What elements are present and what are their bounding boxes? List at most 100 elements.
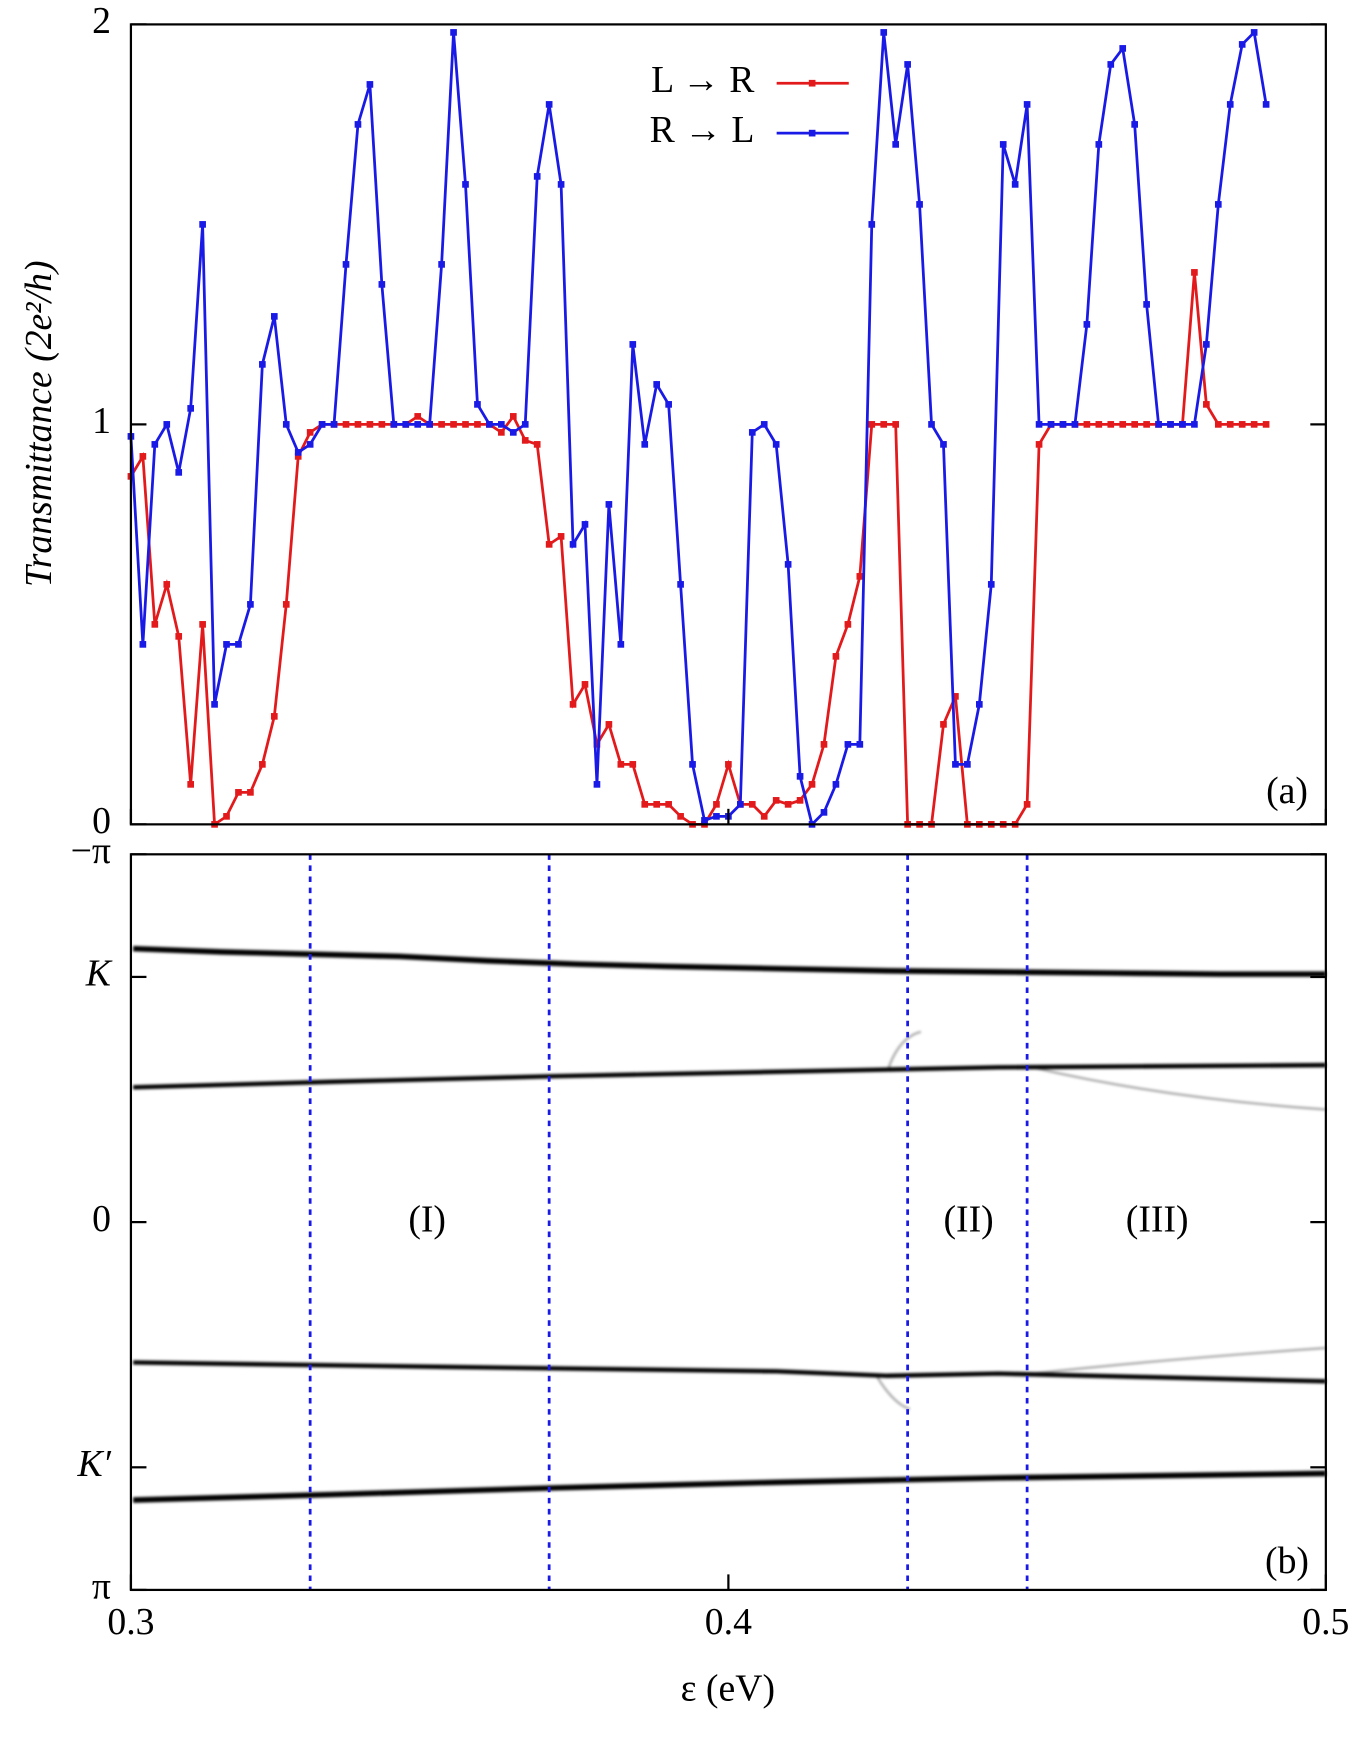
panel-b: −π K 0 K′ π0.3 0.4 0.5 (I) (II) (III) [71, 808, 1349, 1643]
marker [1155, 421, 1162, 428]
region-label: (I) [408, 1198, 446, 1240]
marker [713, 813, 720, 820]
marker [677, 581, 684, 588]
marker [952, 693, 959, 700]
marker [844, 741, 852, 748]
marker [187, 405, 194, 412]
marker [498, 429, 505, 436]
marker [677, 813, 684, 820]
marker [1095, 141, 1103, 148]
marker [294, 453, 302, 460]
marker [533, 173, 541, 180]
marker [306, 429, 314, 436]
marker [366, 421, 374, 428]
series-line [129, 272, 1267, 827]
marker [892, 421, 900, 428]
y-tick-label: 2 [92, 0, 111, 42]
marker [581, 521, 589, 528]
marker [426, 421, 433, 428]
marker [617, 641, 625, 648]
marker [856, 741, 864, 748]
marker [1143, 301, 1150, 308]
marker [1226, 421, 1234, 428]
marker [832, 781, 840, 788]
marker [725, 761, 732, 768]
marker [581, 681, 589, 688]
marker [163, 421, 171, 428]
marker [880, 29, 888, 36]
marker [1167, 421, 1174, 428]
marker [438, 261, 445, 268]
marker [462, 421, 469, 428]
marker [1250, 29, 1258, 36]
marker [187, 781, 194, 788]
marker [139, 641, 147, 648]
marker [450, 29, 457, 36]
marker [880, 421, 888, 428]
marker [701, 817, 708, 824]
marker [1083, 421, 1091, 428]
marker [569, 701, 577, 708]
marker [665, 801, 672, 808]
marker [557, 181, 565, 188]
marker [1179, 421, 1186, 428]
marker [521, 421, 529, 428]
marker [952, 761, 959, 768]
marker [1262, 101, 1270, 108]
marker [832, 653, 840, 660]
marker [1238, 41, 1246, 48]
marker [617, 761, 625, 768]
marker [545, 541, 553, 548]
marker [772, 441, 780, 448]
x-axis-label: ε (eV) [681, 1668, 775, 1710]
marker [641, 441, 649, 448]
band-faint [875, 1030, 1326, 1411]
series-line [129, 29, 1268, 828]
marker [247, 601, 254, 608]
marker [689, 761, 696, 768]
region-label: (II) [943, 1198, 993, 1240]
marker [282, 601, 290, 608]
marker [844, 621, 852, 628]
marker [904, 61, 911, 68]
marker [760, 813, 768, 820]
marker [1238, 421, 1246, 428]
marker [999, 141, 1007, 148]
marker [1035, 441, 1043, 448]
x-tick-label: 0.5 [1302, 1601, 1349, 1643]
marker [354, 121, 362, 128]
y-axis-label: Transmittance (2e²/h) [18, 261, 60, 588]
legend-swatch-marker [808, 79, 816, 87]
marker [1119, 421, 1127, 428]
marker [474, 401, 481, 408]
marker [1203, 401, 1210, 408]
marker [306, 441, 314, 448]
marker [557, 533, 565, 540]
marker [1035, 421, 1043, 428]
marker [450, 421, 457, 428]
marker [605, 501, 613, 508]
marker [1131, 421, 1138, 428]
marker [820, 809, 828, 816]
marker [964, 761, 971, 768]
marker [414, 413, 422, 420]
marker [211, 701, 218, 708]
marker [270, 713, 278, 720]
marker [928, 421, 935, 428]
density-bands [133, 945, 1326, 1503]
marker [748, 429, 756, 436]
y-tick-label: −π [71, 830, 111, 872]
marker [1107, 421, 1115, 428]
band [133, 1470, 1326, 1503]
marker [545, 101, 553, 108]
marker [294, 449, 302, 456]
marker [1059, 421, 1067, 428]
marker [975, 701, 983, 708]
marker [808, 781, 816, 788]
marker [868, 421, 876, 428]
marker [784, 561, 792, 568]
band [133, 1062, 1326, 1090]
marker [1131, 121, 1138, 128]
marker [593, 781, 601, 788]
